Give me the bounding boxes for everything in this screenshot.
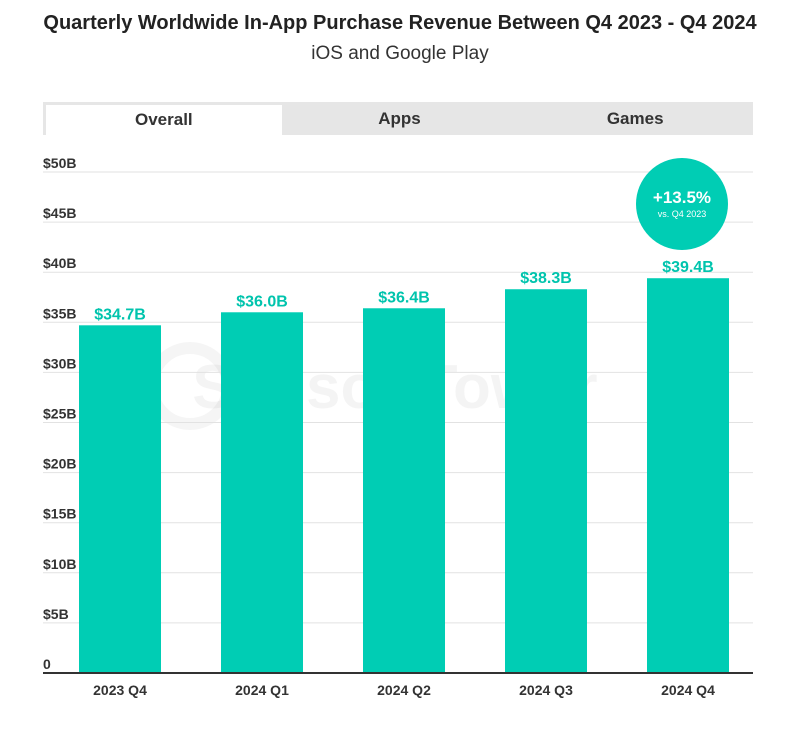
tab-games[interactable]: Games xyxy=(606,108,664,128)
y-tick-label: $45B xyxy=(43,205,76,221)
bar xyxy=(505,289,587,673)
y-tick-label: $35B xyxy=(43,305,76,321)
bar xyxy=(363,308,445,673)
growth-badge: +13.5% vs. Q4 2023 xyxy=(636,158,728,250)
bar-value-label: $39.4B xyxy=(662,259,714,276)
x-tick-label: 2024 Q3 xyxy=(519,682,573,698)
y-tick-label: $15B xyxy=(43,506,76,522)
tab-apps[interactable]: Apps xyxy=(378,108,421,128)
x-tick-label: 2024 Q4 xyxy=(661,682,715,698)
bar-value-label: $34.7B xyxy=(94,306,146,323)
x-tick-label: 2024 Q2 xyxy=(377,682,431,698)
y-tick-label: $40B xyxy=(43,255,76,271)
chart-title: Quarterly Worldwide In-App Purchase Reve… xyxy=(43,12,757,34)
y-tick-label: $5B xyxy=(43,606,69,622)
bar xyxy=(647,278,729,673)
bar-value-label: $38.3B xyxy=(520,270,572,287)
bar xyxy=(221,312,303,673)
y-tick-label: $25B xyxy=(43,406,76,422)
y-tick-label: $20B xyxy=(43,456,76,472)
y-tick-label: $50B xyxy=(43,155,76,171)
y-tick-label: $30B xyxy=(43,355,76,371)
bar-value-label: $36.0B xyxy=(236,293,288,310)
growth-badge-value: +13.5% xyxy=(652,188,712,207)
growth-badge-subtext: vs. Q4 2023 xyxy=(657,209,707,219)
chart-subtitle: iOS and Google Play xyxy=(311,43,489,64)
bar xyxy=(79,325,161,673)
segment-tabs: Overall Apps Games xyxy=(43,102,753,135)
tab-overall[interactable]: Overall xyxy=(43,102,282,135)
y-tick-label: $10B xyxy=(43,556,76,572)
x-tick-label: 2024 Q1 xyxy=(235,682,289,698)
x-tick-label: 2023 Q4 xyxy=(93,682,147,698)
bar-value-label: $36.4B xyxy=(378,289,430,306)
y-tick-label: 0 xyxy=(43,656,51,672)
